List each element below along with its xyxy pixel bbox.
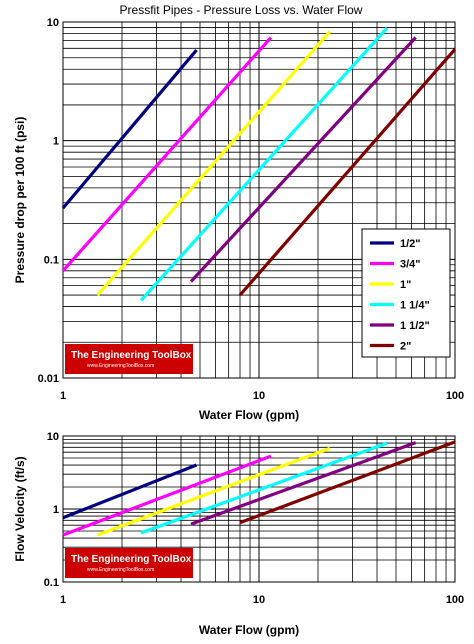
series-line-5 [189, 36, 417, 283]
y-tick-label: 0.1 [44, 254, 59, 266]
series-line-4 [140, 441, 388, 535]
watermark-text: The Engineering ToolBox [71, 554, 192, 565]
plot-border [62, 21, 456, 379]
chart-title: Pressfit Pipes - Pressure Loss vs. Water… [120, 3, 363, 17]
y-axis-label: Pressure drop per 100 ft (psi) [13, 117, 27, 284]
chart-2: The Engineering ToolBox www.EngineeringTo… [13, 431, 464, 637]
series-line-5 [190, 441, 417, 526]
y-tick-label: 0.1 [44, 577, 59, 589]
y-axis-label: Flow Velocity (ft/s) [13, 456, 27, 561]
watermark-text: The Engineering ToolBox [71, 350, 192, 361]
series-line-1 [62, 463, 198, 520]
series-line-3 [96, 446, 331, 537]
chart-1: The Engineering ToolBox www.EngineeringTo… [13, 3, 464, 422]
legend-label: 1" [400, 279, 411, 291]
legend-label: 1 1/4" [400, 300, 430, 312]
legend: 1/2" 3/4" 1" 1 1/4" 1 1/2" 2" [361, 228, 451, 358]
x-axis-label: Water Flow (gpm) [199, 623, 299, 637]
watermark-subtext: www.EngineeringToolBox.com [87, 567, 154, 573]
series-line-3 [96, 30, 332, 297]
y-tick-label: 10 [47, 17, 59, 29]
series-line-1 [61, 49, 198, 210]
y-tick-label: 1 [53, 504, 59, 516]
series-line-4 [139, 26, 389, 302]
x-tick-label: 100 [446, 594, 464, 606]
y-tick-label: 1 [53, 136, 59, 148]
watermark-subtext: www.EngineeringToolBox.com [87, 363, 154, 369]
x-tick-label: 1 [60, 390, 66, 402]
series-line-2 [61, 36, 273, 272]
legend-label: 1/2" [400, 238, 421, 250]
legend-label: 1 1/2" [400, 320, 430, 332]
x-tick-label: 100 [446, 390, 464, 402]
x-tick-label: 1 [60, 594, 66, 606]
y-tick-label: 0.01 [38, 373, 59, 385]
watermark-box [65, 344, 193, 374]
x-axis-label: Water Flow (gpm) [199, 408, 299, 422]
series-line-2 [62, 454, 272, 537]
watermark-box [65, 548, 193, 578]
legend-label: 3/4" [400, 259, 421, 271]
x-tick-label: 10 [253, 594, 265, 606]
series-line-6 [239, 440, 456, 525]
legend-label: 2" [400, 341, 411, 353]
x-tick-label: 10 [253, 390, 265, 402]
legend-box [361, 228, 451, 358]
plot-border [62, 435, 456, 583]
series-line-6 [238, 48, 457, 297]
y-tick-label: 10 [47, 431, 59, 443]
